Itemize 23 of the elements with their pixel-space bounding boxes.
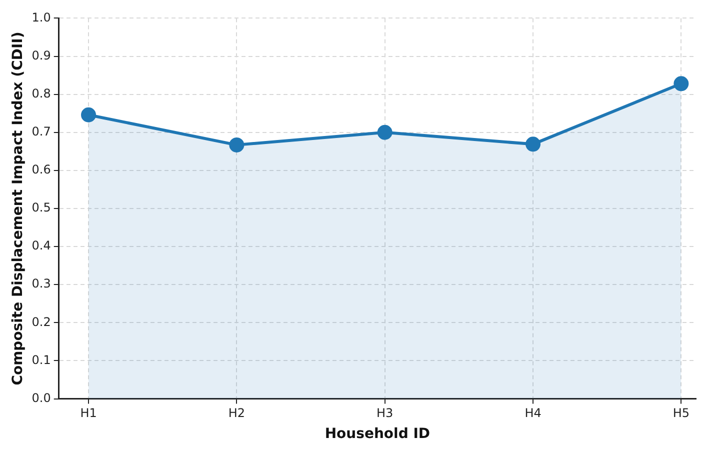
- y-tick-label: 0.6: [32, 162, 51, 177]
- point: [81, 107, 96, 122]
- y-tick-label: 0.4: [32, 238, 51, 253]
- point: [377, 124, 392, 140]
- y-tick-label: 0.8: [32, 86, 51, 100]
- x-tick-label: H2: [228, 406, 246, 420]
- y-tick-label: 0.0: [32, 390, 51, 405]
- x-tick-label: H5: [672, 406, 690, 420]
- point: [674, 76, 689, 92]
- y-tick-label: 0.9: [32, 48, 51, 62]
- x-tick-label: H4: [524, 406, 542, 420]
- point: [229, 137, 244, 152]
- y-tick-label: 1.0: [32, 10, 51, 24]
- x-axis-title: Household ID: [324, 426, 430, 442]
- y-tick-label: 0.2: [32, 314, 51, 329]
- y-tick-label: 0.1: [32, 352, 51, 367]
- point: [526, 136, 541, 152]
- x-tick-label: H1: [80, 406, 97, 420]
- y-tick-label: 0.5: [32, 200, 51, 215]
- y-tick-label: 0.3: [32, 276, 51, 291]
- x-tick-label: H3: [376, 406, 394, 420]
- y-tick-label: 0.7: [32, 124, 51, 139]
- y-axis-title: Composite Displacement Impact Index (CDII): [10, 32, 26, 386]
